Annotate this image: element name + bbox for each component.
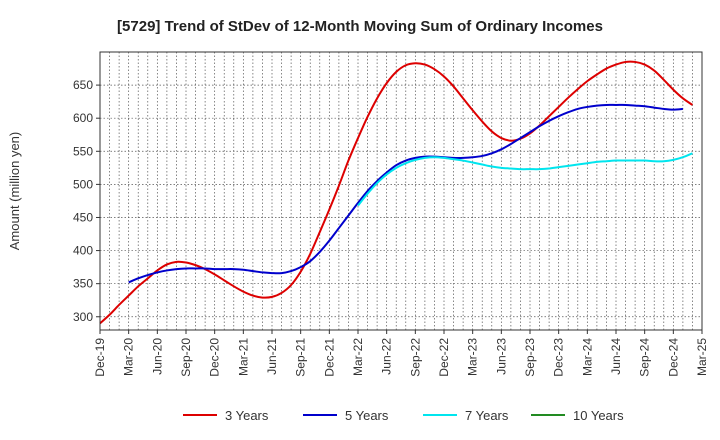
legend-label-7-years: 7 Years [465, 408, 509, 423]
y-axis-ticks: 300 350 400 450 500 550 600 650 [73, 78, 100, 324]
series-line-3-years [99, 60, 694, 325]
x-tick-label: Dec-19 [93, 338, 107, 377]
x-tick-label: Dec-24 [666, 338, 680, 377]
x-tick-label: Mar-22 [351, 338, 365, 376]
x-tick-label: Jun-23 [494, 338, 508, 375]
x-tick-label: Sep-20 [179, 338, 193, 377]
x-tick-label: Sep-22 [408, 338, 422, 377]
y-tick-label: 300 [73, 310, 93, 324]
x-tick-label: Sep-21 [294, 338, 308, 377]
series-lines [99, 60, 694, 325]
x-tick-label: Mar-21 [236, 338, 250, 376]
x-tick-label: Sep-23 [523, 338, 537, 377]
x-tick-label: Mar-23 [466, 338, 480, 376]
y-tick-label: 450 [73, 210, 93, 224]
x-tick-label: Dec-20 [208, 338, 222, 377]
legend-label-3-years: 3 Years [225, 408, 269, 423]
x-tick-label: Dec-22 [437, 338, 451, 377]
x-tick-label: Jun-22 [380, 338, 394, 375]
legend: 3 Years 5 Years 7 Years 10 Years [183, 408, 624, 423]
y-tick-label: 650 [73, 78, 93, 92]
x-tick-label: Dec-21 [322, 338, 336, 377]
x-axis-ticks: Dec-19 Mar-20 Jun-20 Sep-20 Dec-20 Mar-21 Jun-… [93, 330, 709, 377]
legend-label-5-years: 5 Years [345, 408, 389, 423]
grid-lines [100, 52, 702, 330]
legend-label-10-years: 10 Years [573, 408, 624, 423]
chart-title: [5729] Trend of StDev of 12-Month Moving… [117, 18, 603, 35]
x-tick-label: Dec-23 [552, 338, 566, 377]
y-tick-label: 350 [73, 277, 93, 291]
y-tick-label: 500 [73, 177, 93, 191]
x-tick-label: Jun-21 [265, 338, 279, 375]
plot-area [100, 52, 702, 330]
plot-border [99, 51, 703, 331]
y-tick-label: 550 [73, 144, 93, 158]
y-tick-label: 600 [73, 111, 93, 125]
x-tick-label: Mar-24 [580, 338, 594, 376]
x-tick-label: Jun-20 [150, 338, 164, 375]
series-line-7-years [357, 152, 693, 207]
y-tick-label: 400 [73, 244, 93, 258]
series-line-5-years [128, 103, 683, 284]
x-tick-label: Jun-24 [609, 338, 623, 375]
x-tick-label: Mar-25 [695, 338, 709, 376]
x-tick-label: Mar-20 [122, 338, 136, 376]
x-tick-label: Sep-24 [638, 338, 652, 377]
y-axis-label: Amount (million yen) [7, 132, 22, 251]
